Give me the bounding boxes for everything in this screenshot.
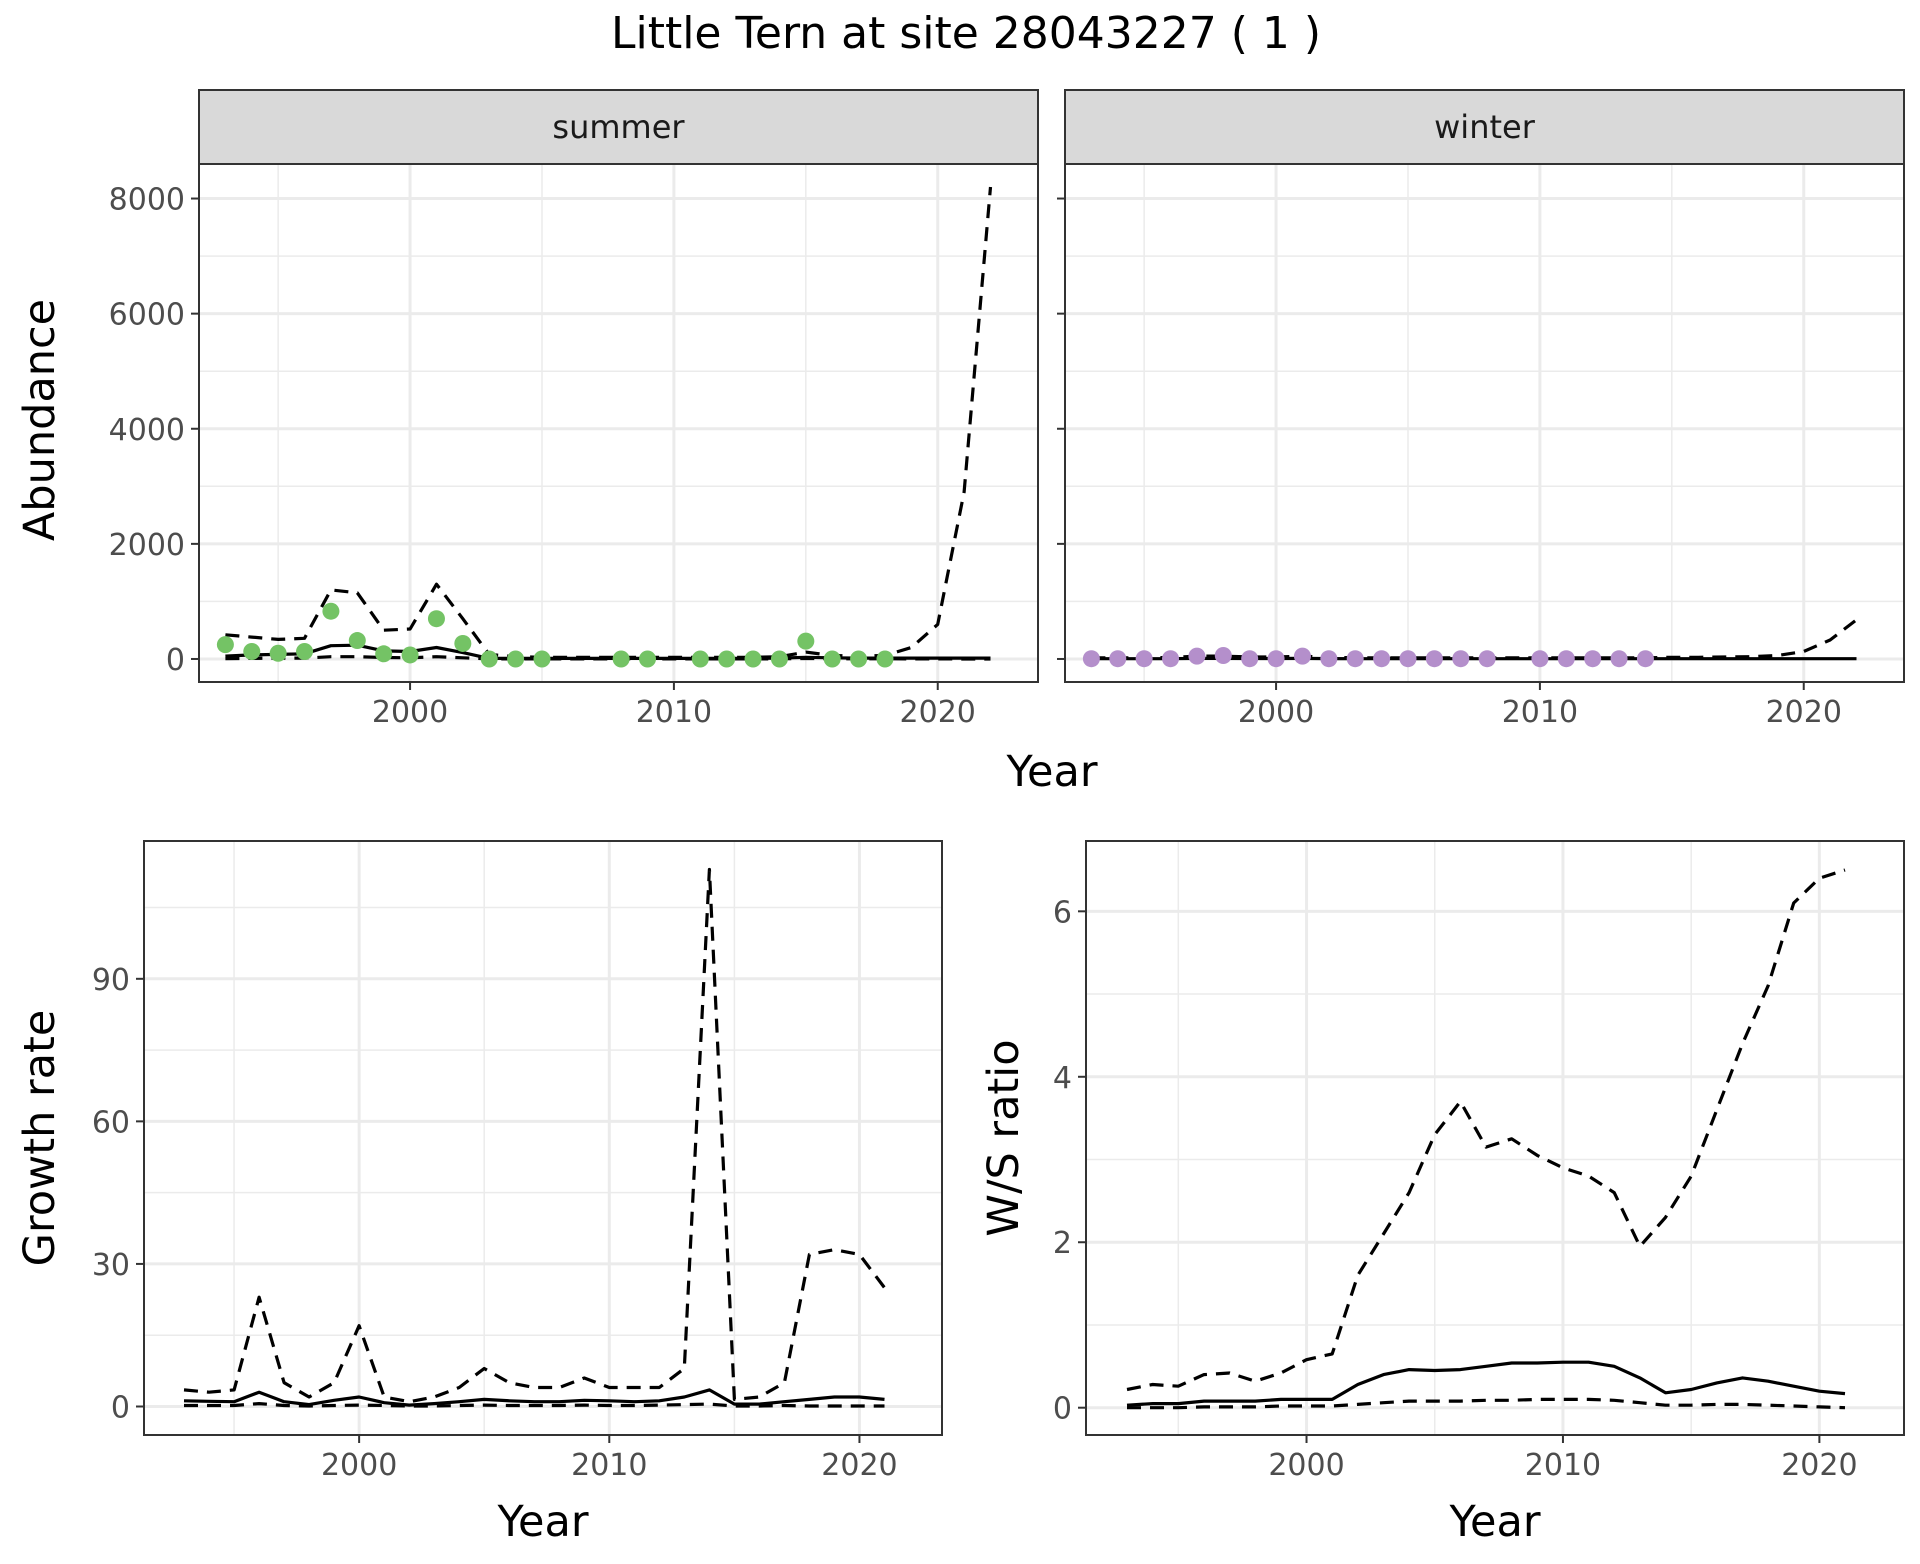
series-line-solid-0 [184,1390,885,1405]
data-point [876,650,893,667]
data-point [1109,650,1126,667]
y-tick-label: 30 [92,1248,130,1283]
data-point [507,650,524,667]
data-point [1162,650,1179,667]
data-point [454,635,471,652]
data-point [639,650,656,667]
y-tick-label: 90 [92,963,130,998]
data-point [1479,650,1496,667]
x-tick-label: 2010 [636,695,712,730]
x-tick-label: 2000 [1238,695,1314,730]
data-point [1426,650,1443,667]
figure-title: Little Tern at site 28043227 ( 1 ) [611,8,1321,59]
panel-border [144,841,942,1435]
data-point [270,645,287,662]
data-point [217,636,234,653]
data-point [1215,647,1232,664]
data-point [533,650,550,667]
data-point [322,603,339,620]
facet-strip-label: summer [552,108,685,146]
data-point [1637,650,1654,667]
data-point [745,650,762,667]
data-point [1531,650,1548,667]
data-point [1452,650,1469,667]
y-tick-label: 4000 [109,413,185,448]
data-point [771,650,788,667]
data-point [481,650,498,667]
data-point [1083,650,1100,667]
panel-summer: summer 2000 2010 2020 0 2000 4000 6000 8000 [109,90,1038,730]
x-tick-label: 2010 [1502,695,1578,730]
y-axis-title: W/S ratio [979,1039,1029,1236]
x-tick-label: 2010 [571,1448,647,1483]
x-tick-label: 2010 [1525,1448,1601,1483]
data-point [1320,650,1337,667]
data-point [1294,648,1311,665]
panel-winter: winter 2000 2010 2020 [1057,90,1904,730]
x-tick-label: 2020 [1766,695,1842,730]
y-tick-label: 2000 [109,528,185,563]
x-tick-label: 2000 [1268,1448,1344,1483]
x-tick-label: 2000 [321,1448,397,1483]
panel-ratio: 2000 2010 2020 0 2 4 6 Year W/S ratio [979,841,1904,1547]
data-point [824,650,841,667]
data-point [1558,650,1575,667]
x-axis-title: Year [1448,1497,1540,1547]
series-line-dashed-1 [1091,620,1856,658]
data-point [1347,650,1364,667]
facet-strip-label: winter [1434,108,1536,146]
y-tick-label: 0 [1053,1392,1072,1427]
y-axis-title: Growth rate [15,1010,65,1267]
y-tick-label: 6 [1053,895,1072,930]
y-tick-label: 6000 [109,298,185,333]
data-point [1584,650,1601,667]
data-point [1268,650,1285,667]
panel-growth: 2000 2010 2020 0 30 60 90 Year Growth rate [15,841,942,1547]
data-point [296,643,313,660]
y-tick-label: 0 [166,643,185,678]
y-tick-label: 4 [1053,1061,1072,1096]
series-line-dashed-1 [184,870,885,1402]
top-x-axis-title: Year [1005,747,1097,797]
y-tick-label: 0 [111,1390,130,1425]
series-line-dashed-1 [1127,870,1845,1390]
data-point [428,610,445,627]
data-point [1373,650,1390,667]
x-tick-label: 2000 [372,695,448,730]
top-y-axis-title: Abundance [15,299,65,541]
data-point [375,645,392,662]
series-line-dashed-1 [225,187,990,657]
x-tick-label: 2020 [1781,1448,1857,1483]
y-tick-label: 8000 [109,183,185,218]
panel-border [1065,164,1904,682]
y-tick-label: 60 [92,1105,130,1140]
data-point [797,633,814,650]
series-line-solid-0 [1127,1362,1845,1405]
y-tick-label: 2 [1053,1226,1072,1261]
data-point [613,650,630,667]
data-point [1399,650,1416,667]
data-point [1136,650,1153,667]
data-point [349,632,366,649]
data-point [243,643,260,660]
data-point [1188,648,1205,665]
data-point [1611,650,1628,667]
data-point [692,650,709,667]
data-point [718,650,735,667]
data-point [850,650,867,667]
data-point [1241,650,1258,667]
x-tick-label: 2020 [821,1448,897,1483]
data-point [402,646,419,663]
x-tick-label: 2020 [900,695,976,730]
x-axis-title: Year [496,1497,588,1547]
panel-border [1086,841,1904,1435]
